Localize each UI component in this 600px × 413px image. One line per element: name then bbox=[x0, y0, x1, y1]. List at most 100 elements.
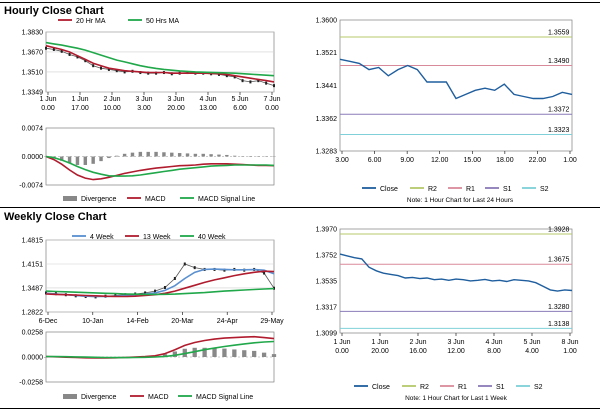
divergence-bar bbox=[162, 152, 166, 157]
divergence-bar bbox=[138, 151, 143, 157]
x-tick-label: 1 Jun 0.00 bbox=[39, 96, 56, 112]
divergence-bar bbox=[242, 350, 247, 357]
close-point bbox=[154, 289, 157, 293]
divergence-bar bbox=[60, 156, 64, 161]
close-point bbox=[68, 52, 71, 56]
legend-entry: Close bbox=[372, 384, 390, 391]
x-tick-label: 20-Mar bbox=[171, 318, 194, 325]
divergence-bar bbox=[252, 350, 257, 357]
weekly-macd-ytick: -0.0258 bbox=[19, 380, 43, 387]
divergence-bar bbox=[217, 154, 221, 157]
close-point bbox=[183, 262, 186, 266]
legend-swatch bbox=[63, 196, 77, 201]
close-point bbox=[193, 266, 196, 270]
legend-entry: S1 bbox=[496, 384, 505, 391]
x-tick-label: 1 Jun 0.00 bbox=[333, 339, 350, 355]
legend-entry: R1 bbox=[458, 384, 467, 391]
close-point bbox=[273, 84, 275, 88]
legend-entry: Divergence bbox=[81, 394, 117, 401]
level-label: 1.3323 bbox=[548, 127, 570, 134]
plot-frame bbox=[339, 228, 573, 334]
plot-frame bbox=[339, 19, 573, 152]
close-point bbox=[60, 49, 63, 53]
weekly-macd-ytick: 0.0000 bbox=[22, 355, 44, 362]
series-line bbox=[45, 41, 275, 77]
close-point bbox=[163, 286, 166, 290]
weekly-pivot-ytick: 1.3099 bbox=[316, 331, 338, 338]
legend-entry: 13 Week bbox=[143, 234, 171, 241]
legend-entry: MACD Signal Line bbox=[196, 394, 253, 401]
level-label: 1.3928 bbox=[548, 227, 570, 234]
divergence-bar bbox=[177, 153, 182, 157]
close-point bbox=[92, 64, 95, 68]
close-point bbox=[233, 75, 236, 79]
series-line bbox=[45, 155, 275, 177]
x-tick-label: 6-Dec bbox=[39, 318, 58, 325]
level-label: 1.3280 bbox=[548, 304, 570, 311]
divergence-bar bbox=[201, 153, 205, 157]
top-rule bbox=[0, 2, 600, 3]
series-line bbox=[45, 340, 275, 359]
divergence-bar bbox=[107, 156, 111, 159]
weekly-price-ytick: 1.4815 bbox=[22, 238, 44, 245]
legend-entry: 40 Week bbox=[198, 234, 226, 241]
legend-entry: MACD Signal Line bbox=[198, 196, 255, 203]
level-label: 1.3372 bbox=[548, 107, 570, 114]
legend-entry: 4 Week bbox=[90, 234, 114, 241]
hourly-pivot-ytick: 1.3362 bbox=[316, 116, 338, 123]
close-point bbox=[76, 55, 79, 59]
legend-entry: S2 bbox=[540, 186, 549, 193]
hourly-macd-ytick: 0.0074 bbox=[22, 126, 44, 133]
level-label: 1.3559 bbox=[548, 29, 570, 36]
x-tick-label: 4 Jun 8.00 bbox=[485, 339, 502, 355]
chart-note: Note: 1 Hour Chart for Last 24 Hours bbox=[407, 197, 514, 204]
close-series-line bbox=[339, 253, 573, 292]
divergence-bar bbox=[130, 152, 135, 157]
level-label: 1.3138 bbox=[548, 321, 570, 328]
legend-entry: S1 bbox=[503, 186, 512, 193]
legend-entry: Close bbox=[380, 186, 398, 193]
hourly-pivot-ytick: 1.3600 bbox=[316, 18, 338, 25]
close-point bbox=[241, 79, 244, 83]
series-line bbox=[45, 44, 275, 83]
close-point bbox=[107, 67, 110, 71]
x-tick-label: 3.00 bbox=[335, 157, 349, 164]
legend-entry: R1 bbox=[466, 186, 475, 193]
legend-entry: 50 Hrs MA bbox=[146, 18, 179, 25]
chart-note: Note: 1 Hour Chart for Last 1 Week bbox=[405, 395, 508, 402]
close-point bbox=[84, 59, 87, 63]
divergence-bar bbox=[67, 156, 72, 164]
bottom-rule bbox=[0, 408, 600, 409]
close-point bbox=[45, 291, 47, 295]
x-tick-label: 6.00 bbox=[368, 157, 382, 164]
divergence-bar bbox=[225, 154, 229, 157]
divergence-bar bbox=[202, 347, 207, 357]
close-point bbox=[257, 79, 260, 83]
x-tick-label: 9.00 bbox=[400, 157, 414, 164]
hourly-pivot-ytick: 1.3283 bbox=[316, 149, 338, 156]
divergence-bar bbox=[185, 153, 190, 157]
divergence-bar bbox=[170, 152, 174, 157]
x-tick-label: 29-May bbox=[260, 318, 284, 325]
x-tick-label: 3 Jun 20.00 bbox=[167, 96, 185, 112]
divergence-bar bbox=[232, 155, 237, 157]
hourly-price-ytick: 1.3349 bbox=[22, 90, 44, 97]
divergence-bar bbox=[146, 151, 150, 157]
legend-entry: S2 bbox=[534, 384, 543, 391]
weekly-price-ytick: 1.3487 bbox=[22, 285, 44, 292]
legend-entry: 20 Hr MA bbox=[76, 18, 106, 25]
close-point bbox=[123, 70, 126, 74]
close-point bbox=[265, 81, 268, 85]
legend-entry: MACD bbox=[145, 196, 166, 203]
divergence-bar bbox=[261, 352, 267, 357]
close-point bbox=[173, 276, 176, 280]
divergence-bar bbox=[115, 155, 119, 157]
divergence-bar bbox=[209, 154, 213, 157]
weekly-price-ytick: 1.4151 bbox=[22, 261, 44, 268]
divergence-bar bbox=[232, 349, 237, 357]
divergence-bar bbox=[172, 351, 178, 357]
x-tick-label: 3 Jun 12.00 bbox=[447, 339, 465, 355]
close-point bbox=[273, 286, 275, 290]
